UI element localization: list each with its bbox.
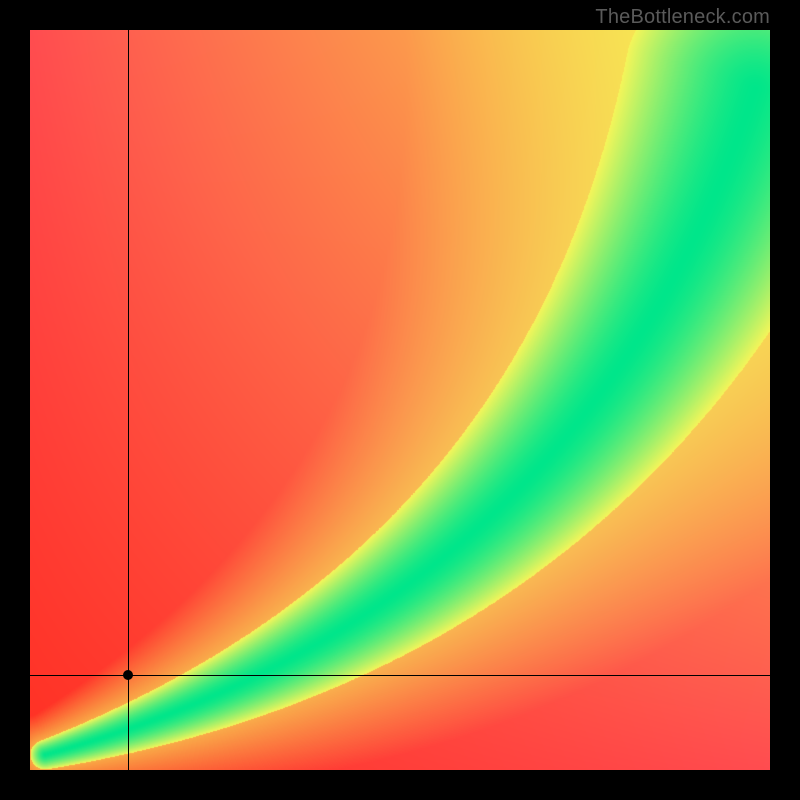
outer-frame: TheBottleneck.com <box>0 0 800 800</box>
heatmap-canvas <box>30 30 770 770</box>
watermark-text: TheBottleneck.com <box>595 6 770 29</box>
heatmap-plot <box>30 30 770 770</box>
crosshair-horizontal <box>30 675 770 676</box>
crosshair-vertical <box>128 30 129 770</box>
data-point-marker <box>123 670 133 680</box>
